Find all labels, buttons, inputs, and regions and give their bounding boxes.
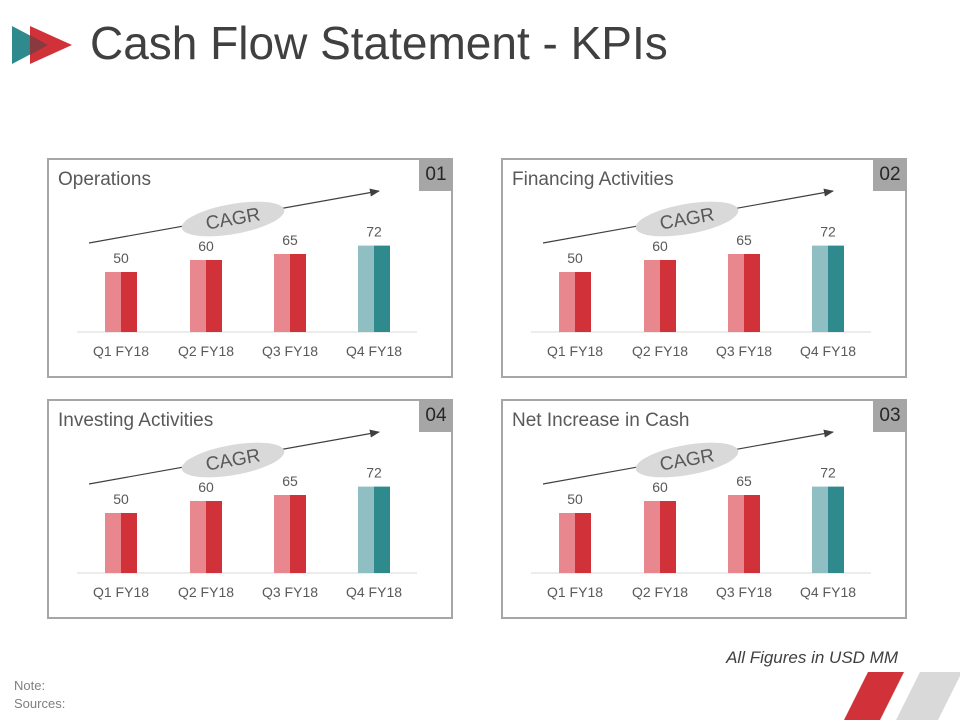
chart-badge: 02	[873, 158, 907, 191]
bar-right	[374, 486, 390, 573]
note-label: Note:	[14, 678, 46, 693]
bar-left	[274, 495, 290, 573]
chart-title: Investing Activities	[58, 410, 214, 431]
data-label: 72	[820, 465, 836, 481]
chart-title: Operations	[58, 169, 151, 190]
data-label: 72	[366, 465, 382, 481]
chart-panel-financing: Financing Activities 02 CAGR 50 Q1 FY18 60 Q…	[501, 158, 907, 378]
x-tick-label: Q2 FY18	[632, 584, 688, 600]
chart-panel-operations: Operations 01 CAGR 50 Q1 FY18 60 Q2 FY18 65 Q3…	[47, 158, 453, 378]
bar-right	[575, 513, 591, 573]
chart-title: Financing Activities	[512, 169, 674, 190]
bar-right	[290, 495, 306, 573]
data-label: 50	[567, 250, 583, 266]
x-tick-label: Q3 FY18	[716, 584, 772, 600]
data-label: 72	[366, 224, 382, 240]
data-label: 60	[198, 238, 214, 254]
bar-left	[274, 254, 290, 332]
bar-left	[644, 260, 660, 332]
bar-right	[660, 501, 676, 573]
x-tick-label: Q3 FY18	[716, 343, 772, 359]
chart-panel-net-increase: Net Increase in Cash 03 CAGR 50 Q1 FY18 60 Q…	[501, 399, 907, 619]
data-label: 50	[113, 250, 129, 266]
bar-right	[575, 272, 591, 332]
cagr-oval	[635, 442, 739, 478]
x-tick-label: Q1 FY18	[93, 343, 149, 359]
bar-right	[828, 486, 844, 573]
bar-left	[190, 501, 206, 573]
page-title: Cash Flow Statement - KPIs	[90, 17, 668, 69]
data-label: 65	[282, 232, 298, 248]
bar-right	[206, 260, 222, 332]
chart-badge: 01	[419, 158, 453, 191]
bar-left	[644, 501, 660, 573]
data-label: 50	[113, 491, 129, 507]
cagr-oval	[635, 201, 739, 237]
bar-right	[744, 495, 760, 573]
cagr-oval	[181, 442, 285, 478]
x-tick-label: Q4 FY18	[346, 343, 402, 359]
chart-badge: 03	[873, 399, 907, 432]
x-tick-label: Q3 FY18	[262, 343, 318, 359]
x-tick-label: Q4 FY18	[800, 584, 856, 600]
bar-left	[559, 513, 575, 573]
data-label: 72	[820, 224, 836, 240]
cagr-oval	[181, 201, 285, 237]
x-tick-label: Q2 FY18	[178, 584, 234, 600]
chart-title: Net Increase in Cash	[512, 410, 690, 431]
data-label: 65	[736, 232, 752, 248]
data-label: 65	[736, 473, 752, 489]
chart-badge: 04	[419, 399, 453, 432]
x-tick-label: Q1 FY18	[547, 584, 603, 600]
bar-right	[290, 254, 306, 332]
bar-left	[812, 245, 828, 332]
x-tick-label: Q1 FY18	[547, 343, 603, 359]
units-footnote: All Figures in USD MM	[726, 648, 898, 667]
x-tick-label: Q2 FY18	[178, 343, 234, 359]
bar-left	[812, 486, 828, 573]
x-tick-label: Q1 FY18	[93, 584, 149, 600]
bar-left	[728, 495, 744, 573]
bar-left	[105, 272, 121, 332]
chart-panel-investing: Investing Activities 04 CAGR 50 Q1 FY18 60 Q…	[47, 399, 453, 619]
bar-right	[660, 260, 676, 332]
bar-right	[374, 245, 390, 332]
bar-left	[559, 272, 575, 332]
bar-right	[121, 272, 137, 332]
bar-right	[206, 501, 222, 573]
sources-label: Sources:	[14, 696, 66, 711]
x-tick-label: Q2 FY18	[632, 343, 688, 359]
bar-left	[358, 245, 374, 332]
bar-right	[121, 513, 137, 573]
bar-left	[358, 486, 374, 573]
x-tick-label: Q4 FY18	[800, 343, 856, 359]
corner-stripes-decoration	[844, 672, 960, 720]
bar-right	[744, 254, 760, 332]
logo-arrows-icon	[12, 26, 72, 64]
data-label: 60	[198, 479, 214, 495]
bar-right	[828, 245, 844, 332]
bar-left	[728, 254, 744, 332]
bar-left	[190, 260, 206, 332]
data-label: 50	[567, 491, 583, 507]
data-label: 60	[652, 238, 668, 254]
bar-left	[105, 513, 121, 573]
data-label: 65	[282, 473, 298, 489]
data-label: 60	[652, 479, 668, 495]
x-tick-label: Q3 FY18	[262, 584, 318, 600]
x-tick-label: Q4 FY18	[346, 584, 402, 600]
